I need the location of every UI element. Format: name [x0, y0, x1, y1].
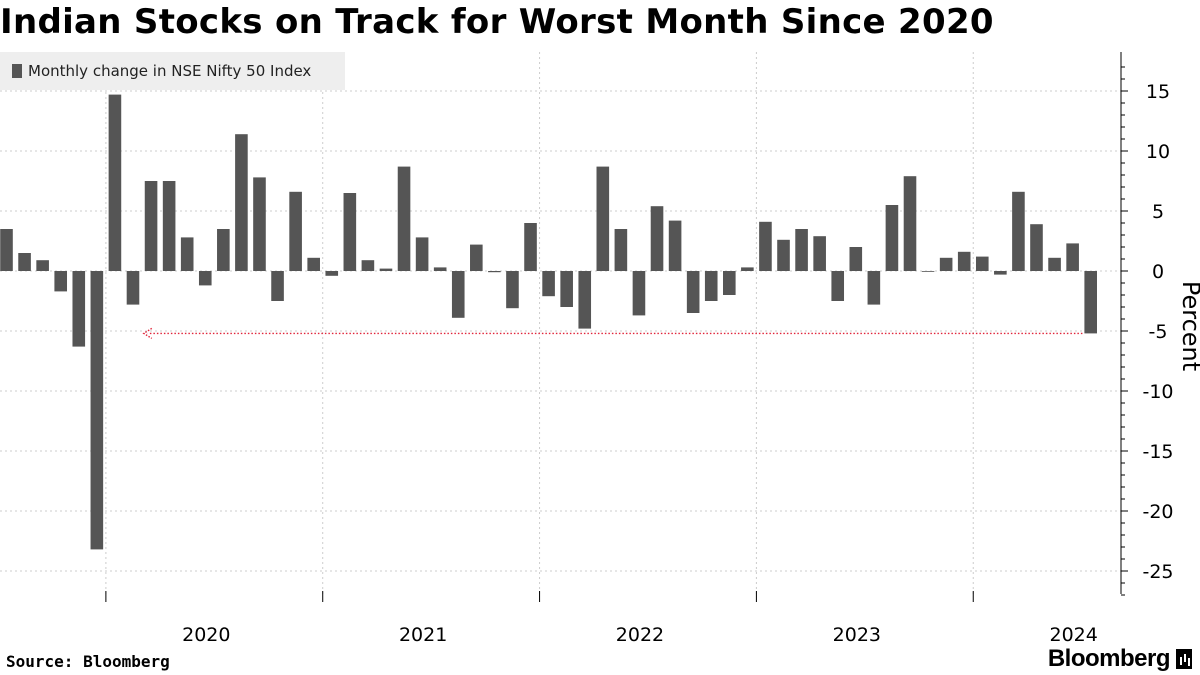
- brand-name: Bloomberg: [1047, 645, 1171, 672]
- bar: [777, 239, 790, 271]
- bar: [885, 205, 899, 271]
- bar: [144, 181, 158, 271]
- bar: [162, 181, 176, 271]
- bar: [108, 94, 122, 271]
- bar: [470, 244, 483, 271]
- x-axis: 2020 2021 2022 2023 2024: [105, 591, 1098, 646]
- bar: [903, 176, 917, 271]
- bar: [957, 251, 971, 271]
- bar: [524, 223, 537, 271]
- bar: [217, 229, 230, 271]
- bar: [741, 267, 754, 271]
- bar: [921, 271, 935, 272]
- bar: [831, 271, 845, 301]
- x-tick-label: 2023: [833, 624, 881, 646]
- bloomberg-logo-icon: [1176, 649, 1192, 669]
- bar: [813, 236, 826, 271]
- bar: [90, 271, 104, 550]
- legend-label: Monthly change in NSE Nifty 50 Index: [28, 62, 312, 80]
- bar: [253, 177, 266, 271]
- bar: [343, 193, 357, 271]
- bar: [126, 271, 140, 305]
- legend: Monthly change in NSE Nifty 50 Index: [0, 52, 345, 90]
- y-tick-label: -5: [1149, 321, 1168, 343]
- bar: [36, 260, 49, 271]
- bar: [54, 271, 68, 292]
- bar: [686, 271, 700, 313]
- bar: [668, 220, 682, 271]
- bar: [1012, 191, 1025, 271]
- bar: [560, 271, 573, 307]
- legend-swatch: [12, 64, 22, 78]
- bar: [723, 271, 736, 295]
- bar: [867, 271, 881, 305]
- bar: [759, 221, 772, 271]
- bar: [795, 229, 808, 271]
- bar-series: [0, 94, 1097, 550]
- bar: [1030, 224, 1043, 271]
- bar: [433, 267, 447, 271]
- bar: [289, 191, 302, 271]
- bar: [488, 271, 501, 273]
- x-tick-label: 2020: [182, 624, 230, 646]
- y-axis-title: Percent: [1177, 281, 1200, 371]
- source-note: Source: Bloomberg: [6, 652, 170, 671]
- bar: [415, 237, 429, 271]
- bar: [939, 257, 953, 271]
- y-tick-label: -25: [1142, 561, 1173, 583]
- bar: [379, 268, 393, 271]
- annotation-arrow: [142, 327, 1083, 339]
- y-tick-label: 10: [1146, 141, 1170, 163]
- bar: [614, 229, 628, 271]
- bar: [72, 271, 86, 347]
- bar: [1066, 243, 1079, 271]
- bar: [180, 237, 194, 271]
- bar: [1084, 271, 1097, 334]
- bar: [1048, 257, 1061, 271]
- bar: [451, 271, 465, 318]
- y-tick-label: 15: [1146, 81, 1170, 103]
- bar: [198, 271, 212, 286]
- bar: [307, 257, 320, 271]
- bar: [975, 256, 989, 271]
- y-tick-label: 5: [1152, 201, 1164, 223]
- annotation-arrowhead: [142, 327, 153, 339]
- bar: [361, 260, 375, 271]
- bar: [271, 271, 284, 301]
- bar: [994, 271, 1007, 275]
- x-tick-label: 2024: [1049, 624, 1097, 646]
- y-tick-label: -10: [1142, 381, 1173, 403]
- bar: [704, 271, 718, 301]
- bar: [849, 247, 863, 271]
- brand-logo: Bloomberg: [1048, 645, 1192, 673]
- chart-grid: [0, 52, 1121, 594]
- y-tick-label: 0: [1152, 261, 1164, 283]
- bar: [325, 271, 339, 276]
- y-axis: 15 10 5 0 -5 -10 -15 -20 -25 Percent: [1120, 52, 1200, 596]
- bar: [506, 271, 519, 309]
- x-tick-label: 2021: [399, 624, 447, 646]
- bar: [632, 271, 646, 316]
- y-tick-label: -15: [1142, 441, 1173, 463]
- bar: [397, 166, 411, 271]
- y-tick-label: -20: [1142, 501, 1173, 523]
- bar: [18, 253, 31, 271]
- bar: [235, 134, 248, 271]
- chart-title: Indian Stocks on Track for Worst Month S…: [0, 2, 994, 42]
- bar: [650, 206, 664, 271]
- bar: [0, 229, 13, 271]
- bar: [578, 271, 592, 329]
- bar: [542, 271, 555, 297]
- bar: [596, 166, 610, 271]
- x-tick-label: 2022: [616, 624, 664, 646]
